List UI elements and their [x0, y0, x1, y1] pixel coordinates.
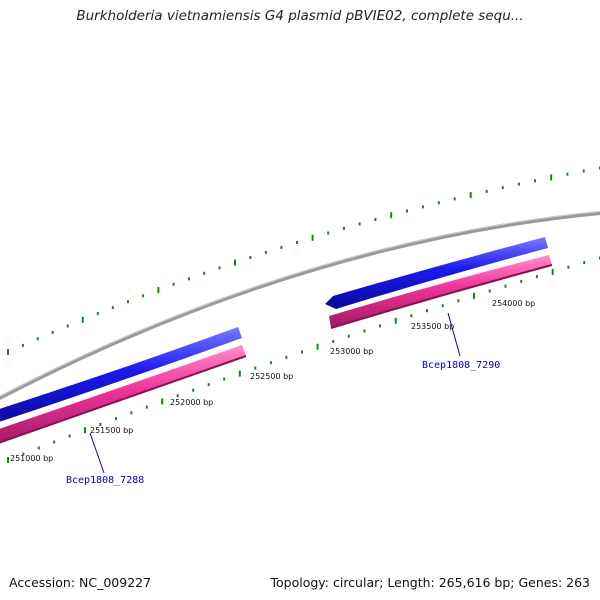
sequence-backbone	[0, 210, 600, 401]
gene-7288-reverse-bar[interactable]	[0, 345, 246, 446]
gene-7290-reverse-bar[interactable]	[329, 255, 552, 328]
gene-7288-reverse-shadow	[0, 355, 247, 444]
gene-label-7288[interactable]: Bcep1808_7288	[66, 475, 144, 486]
upper-tick-track	[7, 166, 600, 355]
position-label-252500: 252500 bp	[250, 372, 293, 381]
position-label-254000: 254000 bp	[492, 299, 535, 308]
map-title: Burkholderia vietnamiensis G4 plasmid pB…	[76, 8, 524, 24]
position-label-253000: 253000 bp	[330, 347, 373, 356]
gene-7290-reverse-shadow	[330, 264, 553, 329]
position-label-252000: 252000 bp	[170, 398, 213, 407]
position-label-251000: 251000 bp	[10, 454, 53, 463]
position-label-253500: 253500 bp	[411, 322, 454, 331]
lower-tick-track	[7, 256, 600, 463]
gene-7288-forward-arrow[interactable]	[0, 327, 242, 425]
sequence-backbone-highlight	[0, 210, 600, 397]
position-label-251500: 251500 bp	[90, 426, 133, 435]
gene-7288-connector	[89, 432, 105, 474]
gene-7290-forward-arrow[interactable]	[325, 237, 548, 309]
gene-label-7290[interactable]: Bcep1808_7290	[422, 360, 500, 371]
gene-7290-connector	[447, 312, 461, 357]
topology-summary: Topology: circular; Length: 265,616 bp; …	[270, 575, 591, 590]
accession-text: Accession: NC_009227	[9, 575, 152, 590]
